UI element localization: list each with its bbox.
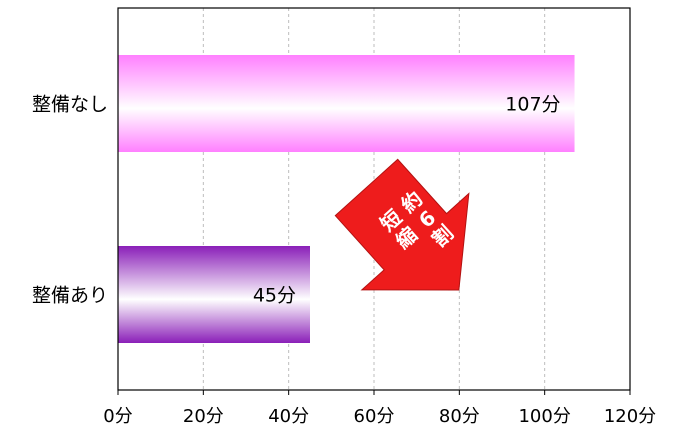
category-label: 整備あり bbox=[32, 285, 108, 307]
x-tick-label: 100分 bbox=[518, 406, 570, 427]
x-tick-label: 80分 bbox=[439, 406, 480, 427]
bar bbox=[118, 246, 310, 343]
bars bbox=[118, 55, 575, 343]
x-tick-label: 120分 bbox=[604, 406, 656, 427]
bar bbox=[118, 55, 575, 152]
x-tick-label: 40分 bbox=[268, 406, 309, 427]
x-tick-label: 0分 bbox=[103, 406, 132, 427]
category-label: 整備なし bbox=[32, 94, 108, 116]
x-tick-labels: 0分 20分 40分 60分 80分 100分 120分 bbox=[103, 406, 656, 427]
data-label: 45分 bbox=[253, 285, 296, 307]
arrow-shape bbox=[334, 158, 470, 291]
data-labels: 107分 45分 bbox=[253, 94, 561, 307]
x-tick-label: 60分 bbox=[354, 406, 395, 427]
reduction-callout-arrow: 約 6 割 短 縮 bbox=[334, 158, 470, 291]
x-tick-label: 20分 bbox=[183, 406, 224, 427]
axes bbox=[117, 7, 631, 395]
data-label: 107分 bbox=[505, 94, 560, 116]
